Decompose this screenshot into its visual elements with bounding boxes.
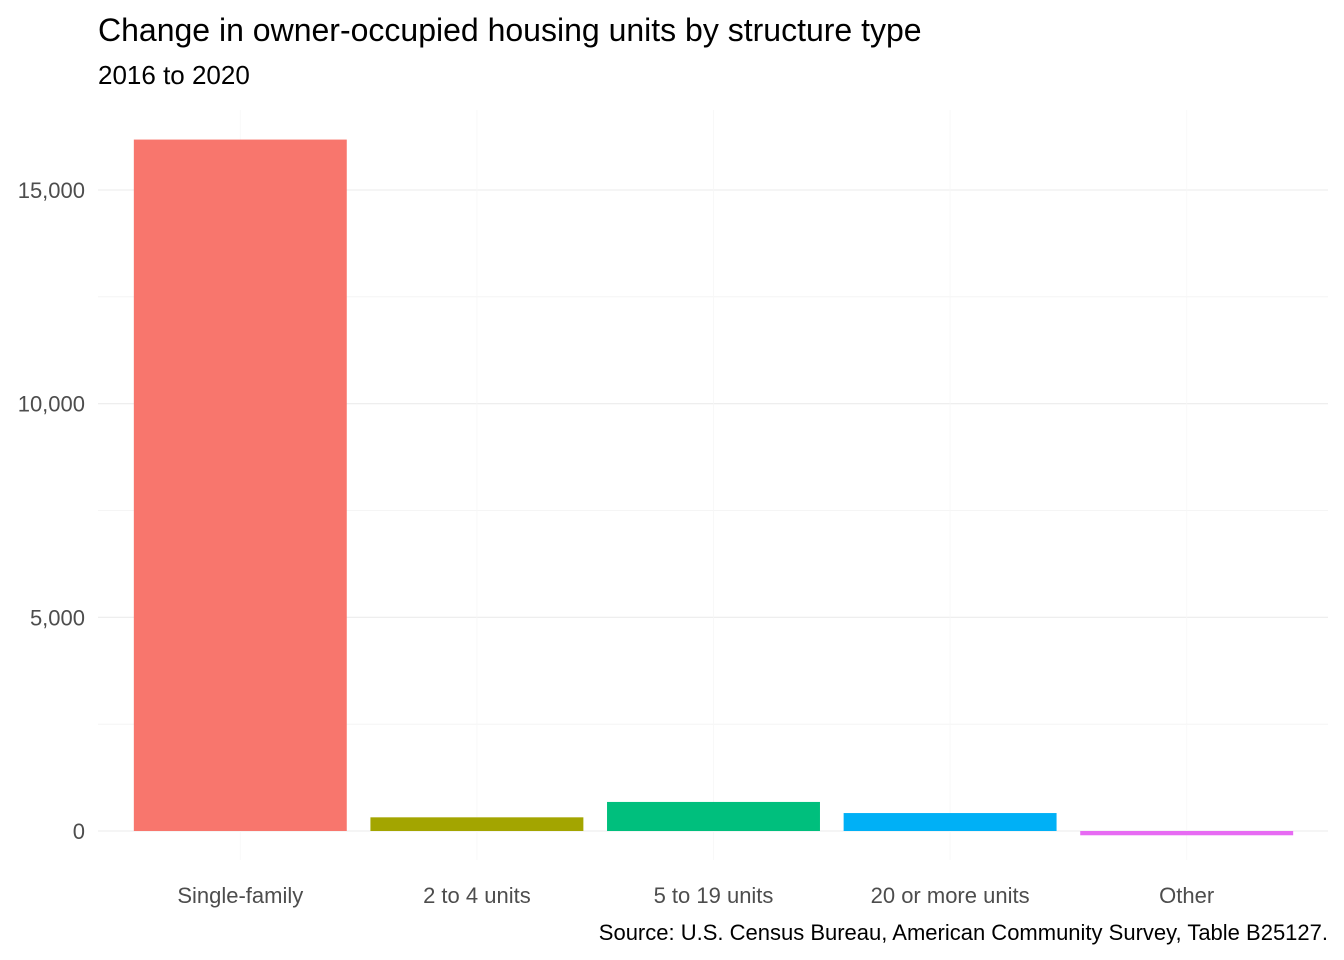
x-tick-label: Single-family	[177, 883, 303, 908]
y-tick-label: 0	[73, 819, 85, 844]
y-axis-ticks: 0 5,000 10,000 15,000	[18, 178, 85, 844]
chart-caption: Source: U.S. Census Bureau, American Com…	[598, 920, 1328, 945]
x-tick-label: 2 to 4 units	[423, 883, 531, 908]
bar-2-to-4-units	[370, 817, 584, 831]
y-tick-label: 5,000	[30, 605, 85, 630]
chart-title: Change in owner-occupied housing units b…	[98, 12, 922, 48]
y-tick-label: 15,000	[18, 178, 85, 203]
y-tick-label: 10,000	[18, 392, 85, 417]
bars	[133, 139, 1294, 836]
chart-subtitle: 2016 to 2020	[98, 60, 250, 90]
bar-single-family	[133, 139, 347, 832]
x-tick-label: 20 or more units	[871, 883, 1030, 908]
bar-5-to-19-units	[607, 801, 820, 831]
bar-other	[1080, 831, 1294, 836]
x-axis-ticks: Single-family 2 to 4 units 5 to 19 units 20…	[177, 883, 1214, 908]
x-tick-label: Other	[1159, 883, 1214, 908]
x-tick-label: 5 to 19 units	[654, 883, 774, 908]
bar-20-or-more-units	[843, 813, 1057, 831]
